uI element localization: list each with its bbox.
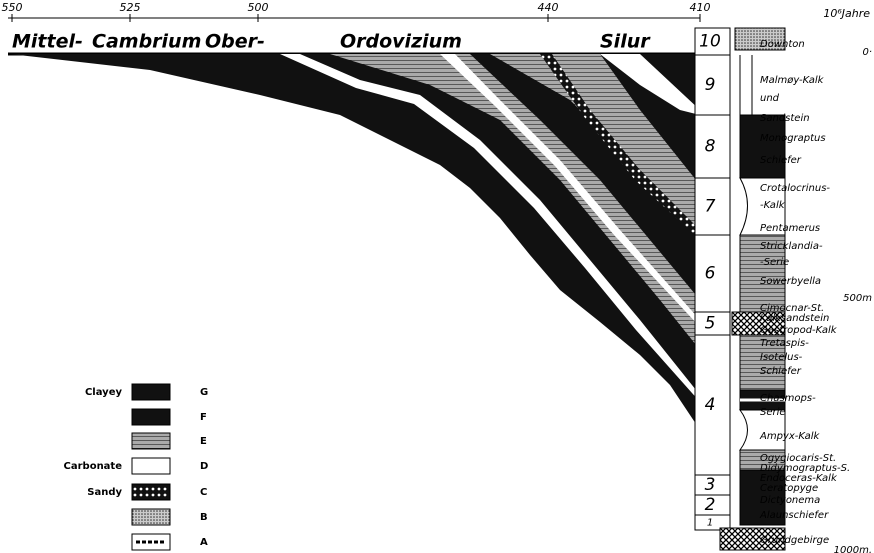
legend-swatch — [132, 484, 170, 500]
stage-number: 2 — [705, 495, 716, 515]
column-label: 0· — [862, 47, 872, 58]
column-label: -Serie — [760, 257, 789, 268]
legend-swatch — [132, 509, 170, 525]
period-label: Silur — [600, 31, 651, 53]
tick-label: 550 — [2, 1, 23, 14]
legend-swatch — [132, 384, 170, 400]
column-label: Schiefer — [760, 366, 802, 377]
stage-number: 6 — [705, 264, 716, 284]
column-label: Ampyx-Kalk — [759, 431, 820, 442]
legend-swatch — [132, 409, 170, 425]
tick-label: 500 — [248, 1, 269, 14]
column-label: Ceratopyge — [760, 483, 818, 494]
legend-group: Carbonate — [64, 461, 123, 472]
column-label: Gastropod-Kalk — [760, 325, 838, 336]
column-label: Grundgebirge — [760, 535, 829, 546]
legend-swatch — [132, 458, 170, 474]
column-label: Isotelus- — [760, 352, 803, 363]
legend-letter: G — [200, 387, 208, 398]
stage-number: 8 — [705, 137, 716, 157]
stage-number: 1 — [707, 518, 713, 529]
column-label: Monograptus — [760, 133, 826, 144]
tick-label: 525 — [120, 1, 141, 14]
stage-number: 10 — [699, 32, 721, 52]
stage-number: 4 — [705, 395, 716, 415]
column-label: Downton — [760, 39, 805, 50]
period-label: Ober- — [205, 31, 265, 53]
column-label: und — [760, 93, 780, 104]
period-label: Cambrium — [92, 31, 201, 53]
legend-letter: C — [200, 487, 207, 498]
legend-letter: A — [200, 537, 208, 548]
column-label: Stricklandia- — [760, 241, 823, 252]
column-label: Tretaspis- — [760, 338, 809, 349]
legend-letter: B — [200, 512, 208, 523]
stage-number: 7 — [705, 197, 716, 217]
legend-letter: F — [200, 412, 207, 423]
column-label: Sandstein — [760, 113, 810, 124]
stage-number: 9 — [705, 75, 716, 95]
column-label: Malmøy-Kalk — [760, 75, 825, 86]
column-label: 500m — [843, 293, 872, 304]
column-label: Pentamerus — [760, 223, 820, 234]
stage-number: 5 — [705, 314, 716, 334]
legend-letter: E — [200, 436, 207, 447]
period-label: Mittel- — [12, 31, 83, 53]
column-label: Crotalocrinus- — [760, 183, 830, 194]
tick-label: 440 — [538, 1, 559, 14]
column-label: Sowerbyella — [760, 276, 821, 287]
column-label: Chasmops- — [760, 393, 816, 404]
stage-number: 3 — [705, 475, 716, 495]
legend-group: Sandy — [87, 487, 122, 498]
figure: 55052550044041010⁶JahreMittel-CambriumOb… — [0, 0, 874, 553]
period-label: Ordovizium — [340, 31, 462, 53]
axis-unit: 10⁶Jahre — [823, 7, 870, 20]
legend-group: Clayey — [85, 387, 123, 398]
column-label: Schiefer — [760, 155, 802, 166]
column-label: Dictyonema — [760, 495, 820, 506]
legend-letter: D — [200, 461, 208, 472]
column-label: Alaunschiefer — [759, 510, 829, 521]
column-label: 1000m. — [834, 545, 872, 553]
tick-label: 410 — [690, 1, 711, 14]
column-label: -Kalk — [760, 200, 786, 211]
legend-swatch — [132, 433, 170, 449]
column-label: Serie — [760, 407, 786, 418]
column-label: Kalksandstein — [760, 313, 829, 324]
